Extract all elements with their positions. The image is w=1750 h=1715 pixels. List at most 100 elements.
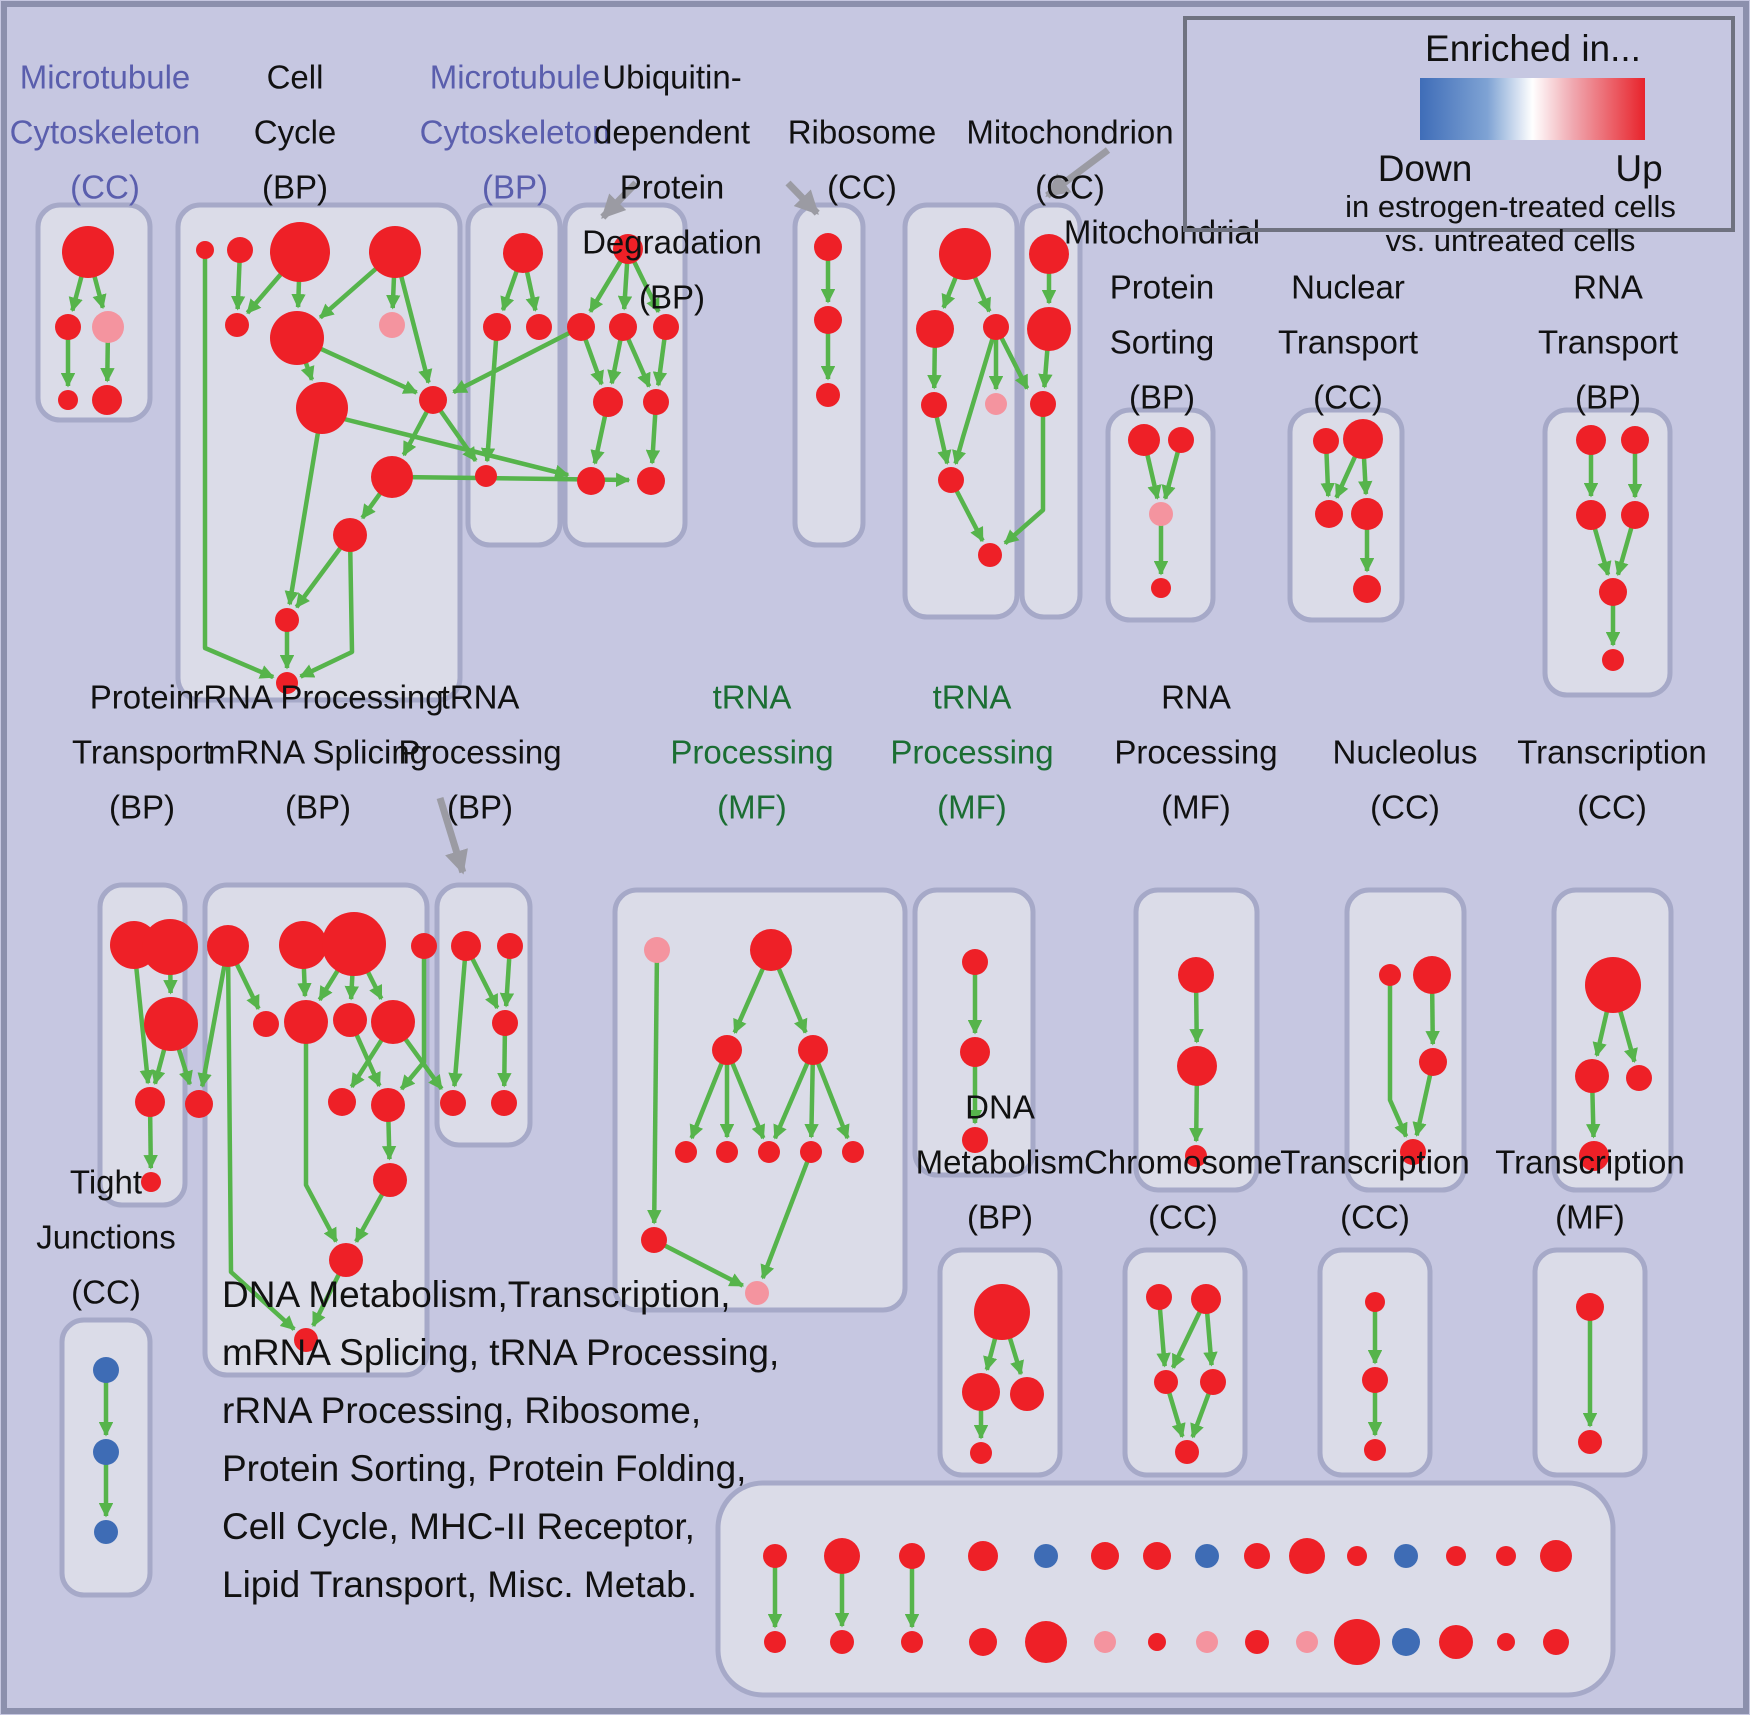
node-misc-cluster (901, 1631, 923, 1653)
node-ubiquitin-degradation-2 (814, 233, 842, 261)
node-rna-processing-mf (1178, 957, 1214, 993)
group-label-rna-processing-mf: RNA Processing (MF) (1114, 679, 1277, 826)
node-misc-cluster (1196, 1631, 1218, 1653)
node-nucleolus-cc (1419, 1048, 1447, 1076)
node-microtubule-bp (526, 314, 552, 340)
group-label-trna-processing-mf-1: tRNA Processing (MF) (670, 679, 833, 826)
node-microtubule-cc (58, 390, 78, 410)
node-cell-cycle (333, 518, 367, 552)
node-trna-processing-mf-2 (962, 949, 988, 975)
node-misc-cluster (1034, 1544, 1058, 1568)
node-ubiquitin-degradation (609, 313, 637, 341)
node-rrna-processing-mrna-splicing-bp (294, 1328, 318, 1352)
node-misc-cluster (968, 1541, 998, 1571)
node-trna-processing-bp (497, 933, 523, 959)
node-cell-cycle (369, 226, 421, 278)
node-transcription-cc-mid (1585, 957, 1641, 1013)
node-trna-processing-bp (451, 931, 481, 961)
node-transcription-cc-bottom (1364, 1439, 1386, 1461)
edge-arrow-nucleolus-cc (1387, 975, 1409, 1138)
node-transcription-cc-mid (1579, 1141, 1609, 1171)
node-misc-cluster (1439, 1625, 1473, 1659)
group-box-rrna-processing-mrna-splicing-bp (202, 882, 430, 1378)
edge-arrow-trna-processing-mf-1 (772, 1049, 816, 1140)
legend-gradient-bar (1420, 78, 1645, 140)
node-cell-cycle (227, 237, 253, 263)
node-ubiquitin-degradation (577, 467, 605, 495)
node-misc-cluster (1334, 1619, 1380, 1665)
node-rna-transport-bp (1599, 578, 1627, 606)
node-trna-processing-mf-1 (675, 1141, 697, 1163)
footnote-line: mRNA Splicing, tRNA Processing, (222, 1332, 780, 1373)
node-mitochondrion-cc (1030, 391, 1056, 417)
node-protein-transport-bp (144, 997, 198, 1051)
node-nucleolus-cc (1413, 956, 1451, 994)
node-tight-junctions-cc (93, 1357, 119, 1383)
edge-arrow-rrna-processing-mrna-splicing-bp (197, 945, 231, 1088)
node-ribosome-cc (921, 392, 947, 418)
node-misc-cluster (1497, 1633, 1515, 1651)
node-transcription-cc-bottom (1365, 1292, 1385, 1312)
edge-arrow-microtubule-bp (480, 326, 500, 463)
annotation-arrow-mitochondrion-pointer (1045, 147, 1111, 199)
node-ubiquitin-degradation (567, 313, 595, 341)
node-rrna-processing-mrna-splicing-bp (284, 1000, 328, 1044)
node-misc-cluster (969, 1628, 997, 1656)
group-label-transcription-cc-mid: Transcription (CC) (1517, 734, 1707, 826)
edge-arrow-trna-processing-mf-1 (652, 1237, 745, 1288)
node-ribosome-cc (985, 393, 1007, 415)
group-label-microtubule-cc: Microtubule Cytoskeleton (CC) (10, 59, 201, 206)
legend-up-label: Up (1615, 148, 1663, 189)
node-trna-processing-mf-1 (750, 929, 792, 971)
node-rna-transport-bp (1576, 425, 1606, 455)
edge-arrow-rrna-processing-mrna-splicing-bp (303, 1022, 339, 1243)
node-transcription-cc-mid (1575, 1059, 1609, 1093)
node-transcription-mf (1578, 1430, 1602, 1454)
node-mitochondrial-protein-sorting (1128, 424, 1160, 456)
footnote-line: DNA Metabolism,Transcription, (222, 1274, 731, 1315)
group-box-dna-metabolism-bp (937, 1247, 1063, 1478)
group-box-misc-cluster (715, 1480, 1616, 1698)
node-cell-cycle (225, 313, 249, 337)
node-misc-cluster (1446, 1546, 1466, 1566)
node-cell-cycle (379, 312, 405, 338)
group-label-cell-cycle: Cell Cycle (BP) (254, 59, 337, 206)
legend-caption-line1: in estrogen-treated cells (1345, 189, 1676, 224)
node-ribosome-cc (916, 310, 954, 348)
node-rna-transport-bp (1621, 501, 1649, 529)
node-misc-cluster (1296, 1631, 1318, 1653)
node-trna-processing-bp (491, 1090, 517, 1116)
node-nuclear-transport-cc (1343, 419, 1383, 459)
node-trna-processing-bp (492, 1010, 518, 1036)
node-chromosome-cc (1175, 1440, 1199, 1464)
node-cell-cycle (270, 311, 324, 365)
node-misc-cluster (1091, 1542, 1119, 1570)
group-label-transcription-cc-bottom: Transcription (CC) (1280, 1144, 1470, 1236)
group-label-mitochondrion-cc: Mitochondrion (CC) (966, 114, 1173, 206)
node-tight-junctions-cc (94, 1520, 118, 1544)
node-rrna-processing-mrna-splicing-bp (207, 925, 249, 967)
node-trna-processing-mf-1 (644, 937, 670, 963)
group-label-ubiquitin-degradation: Ubiquitin-dependent Protein Degradation (BP… (582, 59, 762, 316)
node-rrna-processing-mrna-splicing-bp (411, 933, 437, 959)
node-trna-processing-mf-2 (962, 1127, 988, 1153)
group-box-transcription-cc-mid (1551, 887, 1674, 1193)
node-rrna-processing-mrna-splicing-bp (373, 1163, 407, 1197)
edge-arrow-trna-processing-bp (448, 945, 469, 1088)
node-transcription-cc-bottom (1362, 1367, 1388, 1393)
misc-cluster-footnote: DNA Metabolism,Transcription, mRNA Splici… (222, 1266, 779, 1614)
node-trna-processing-mf-1 (716, 1141, 738, 1163)
node-trna-processing-mf-1 (641, 1227, 667, 1253)
node-microtubule-cc (55, 314, 81, 340)
annotation-arrow-ubiquitin-pointer-right (785, 180, 820, 216)
edge-arrow-cell-cycle (202, 250, 275, 680)
node-misc-cluster (1025, 1621, 1067, 1663)
node-nuclear-transport-cc (1315, 500, 1343, 528)
node-rna-processing-mf (1177, 1046, 1217, 1086)
footnote-line: Cell Cycle, MHC-II Receptor, (222, 1506, 695, 1547)
legend-caption: in estrogen-treated cells vs. untreated … (1282, 190, 1739, 258)
node-trna-processing-mf-2 (960, 1037, 990, 1067)
node-misc-cluster (1496, 1546, 1516, 1566)
